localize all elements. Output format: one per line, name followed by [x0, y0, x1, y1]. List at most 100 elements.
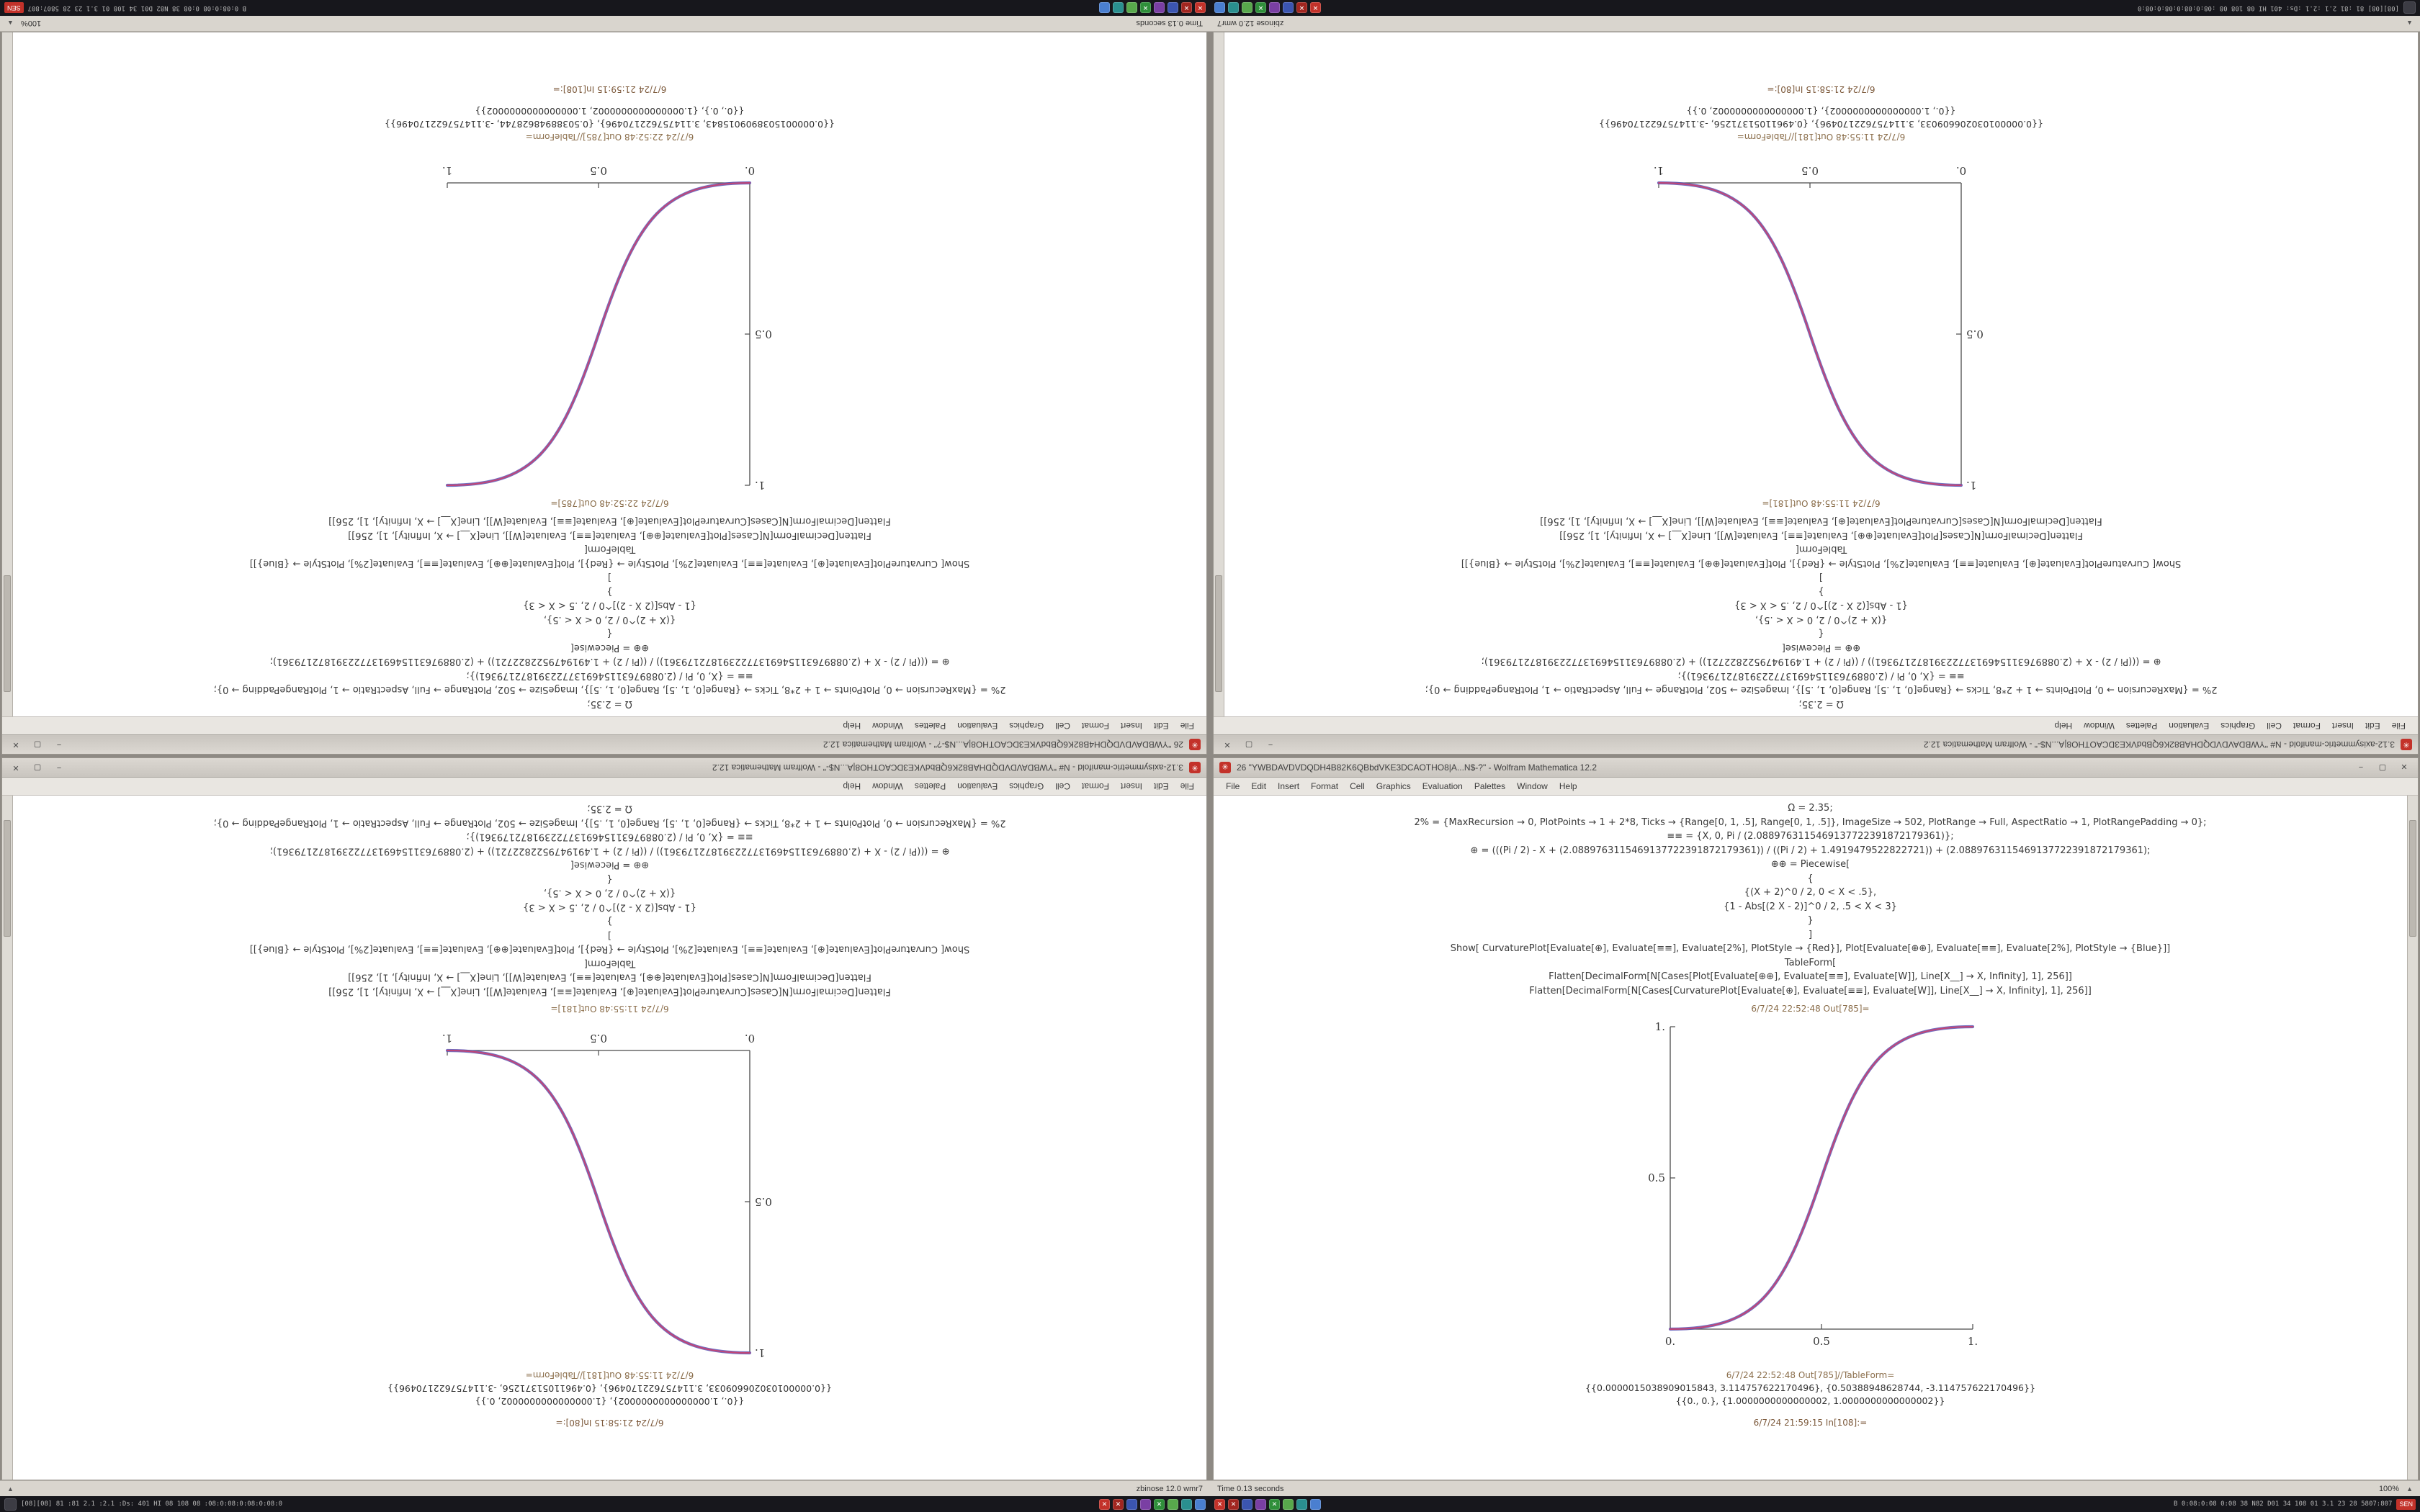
scrollbar[interactable] [2, 32, 13, 716]
taskbar-icon-blue[interactable] [1126, 1498, 1137, 1510]
code-line[interactable]: ⊕ = (((Pi / 2) - X + (2.0889763115469137… [1470, 845, 2151, 856]
taskbar-icon-teal[interactable] [1181, 1498, 1192, 1510]
taskbar-icon-darkred[interactable]: ✕ [1296, 2, 1307, 14]
scrollbar[interactable] [1214, 32, 1224, 716]
menu-item[interactable]: File [2391, 721, 2406, 731]
code-line[interactable]: Flatten[DecimalForm[N[Cases[CurvaturePlo… [328, 516, 891, 527]
menu-item[interactable]: Help [843, 781, 861, 791]
mathematica-window-right[interactable]: ✳ 26 "YWBDAVDVDQDH4B82K6QBbdVKE3DCAOTHO8… [1213, 757, 2419, 1480]
menu-item[interactable]: File [1180, 781, 1194, 791]
menu-item[interactable]: Evaluation [1422, 781, 1463, 791]
window-titlebar[interactable]: ✳ 3.12-axisymmetric-manifold - N# "YWBDA… [2, 758, 1206, 778]
taskbar-icon-purple[interactable] [1255, 1498, 1266, 1510]
expand-triangle-icon[interactable]: ▲ [2406, 1485, 2413, 1493]
expand-triangle-icon[interactable]: ▲ [2406, 19, 2413, 27]
taskbar-icon-red[interactable]: ✕ [1195, 2, 1206, 14]
menu-item[interactable]: Cell [1350, 781, 1365, 791]
code-line[interactable]: Flatten[DecimalForm[N[Cases[Plot[Evaluat… [348, 530, 871, 541]
menu-item[interactable]: Edit [1153, 781, 1169, 791]
menu-item[interactable]: Palettes [914, 781, 946, 791]
taskbar-icon-teal[interactable] [1296, 1498, 1307, 1510]
taskbar-icon-red[interactable]: ✕ [1310, 2, 1321, 14]
code-line[interactable]: Flatten[DecimalForm[N[Cases[Plot[Evaluat… [1559, 530, 2083, 541]
scrollbar-thumb[interactable] [1215, 575, 1222, 692]
window-titlebar[interactable]: ✳ 26 "YWBDAVDVDQDH4B82K6QBbdVKE3DCAOTHO8… [1214, 758, 2418, 778]
menu-item[interactable]: Palettes [2125, 721, 2158, 731]
code-line[interactable]: 2% = {MaxRecursion → 0, PlotPoints → 1 +… [1414, 816, 2207, 828]
code-line[interactable]: } [1807, 915, 1814, 926]
menu-item[interactable]: Palettes [914, 721, 946, 731]
code-line[interactable]: 2% = {MaxRecursion → 0, PlotPoints → 1 +… [213, 817, 1006, 828]
code-line[interactable]: {(X + 2)^0 / 2, 0 < X < .5}, [1744, 887, 1877, 898]
code-line[interactable]: Ω = 2.35; [1788, 803, 1833, 814]
maximize-button[interactable]: ▢ [33, 763, 42, 772]
code-line[interactable]: Ω = 2.35; [587, 803, 632, 814]
code-line[interactable]: {1 - Abs[(2 X - 2)]^0 / 2, .5 < X < 3} [523, 600, 696, 611]
taskbar-icon-lightgreen[interactable] [1126, 2, 1137, 14]
code-line[interactable]: ≡≡ = {X, 0, Pi / (2.08897631154691377223… [1677, 670, 1965, 681]
code-line[interactable]: { [1807, 873, 1814, 884]
taskbar-icon-darkred[interactable]: ✕ [1181, 2, 1192, 14]
scrollbar[interactable] [2, 796, 13, 1480]
code-line[interactable]: ≡≡ = {X, 0, Pi / (2.08897631154691377223… [1667, 831, 1954, 842]
menu-item[interactable]: Evaluation [957, 781, 998, 791]
taskbar-icon-red[interactable]: ✕ [1099, 1498, 1110, 1510]
expand-triangle-icon[interactable]: ▲ [7, 1485, 14, 1493]
code-line[interactable]: {1 - Abs[(2 X - 2)]^0 / 2, .5 < X < 3} [1734, 600, 1908, 611]
taskbar-icon-teal[interactable] [1228, 2, 1239, 14]
taskbar-icon-purple[interactable] [1154, 2, 1165, 14]
menu-item[interactable]: Insert [2331, 721, 2354, 731]
zoom-level[interactable]: 100% [2378, 1484, 2400, 1493]
taskbar-icon-lightblue[interactable] [1099, 2, 1110, 14]
menu-item[interactable]: Graphics [1376, 781, 1411, 791]
code-line[interactable]: Flatten[DecimalForm[N[Cases[CurvaturePlo… [1540, 516, 2102, 527]
code-line[interactable]: 2% = {MaxRecursion → 0, PlotPoints → 1 +… [213, 684, 1006, 696]
code-line[interactable]: Show[ CurvaturePlot[Evaluate[⊕], Evaluat… [1461, 558, 2182, 569]
maximize-button[interactable]: ▢ [1245, 740, 1253, 749]
code-line[interactable]: ≡≡ = {X, 0, Pi / (2.08897631154691377223… [466, 670, 753, 681]
menu-item[interactable]: Graphics [1009, 721, 1044, 731]
code-line[interactable]: TableForm[ [583, 544, 636, 555]
code-line[interactable]: {1 - Abs[(2 X - 2)]^0 / 2, .5 < X < 3} [523, 901, 696, 912]
taskbar-icon-lightgreen[interactable] [1168, 1498, 1178, 1510]
taskbar-icon-lightgreen[interactable] [1283, 1498, 1294, 1510]
menu-item[interactable]: Window [872, 721, 903, 731]
taskbar-icon-purple[interactable] [1140, 1498, 1151, 1510]
scrollbar-thumb[interactable] [4, 820, 11, 937]
code-line[interactable]: Show[ CurvaturePlot[Evaluate[⊕], Evaluat… [1450, 943, 2171, 954]
menu-item[interactable]: Cell [1055, 781, 1070, 791]
launcher-icon[interactable] [2403, 1, 2416, 14]
code-line[interactable]: {1 - Abs[(2 X - 2)]^0 / 2, .5 < X < 3} [1724, 901, 1897, 912]
code-line[interactable]: { [606, 628, 613, 639]
menu-item[interactable]: Cell [1055, 721, 1070, 731]
taskbar-icon-lightblue[interactable] [1214, 2, 1225, 14]
zoom-level[interactable]: 100% [20, 19, 42, 28]
menu-item[interactable]: Graphics [2220, 721, 2256, 731]
menu-item[interactable]: Edit [1153, 721, 1169, 731]
code-line[interactable]: {(X + 2)^0 / 2, 0 < X < .5}, [543, 614, 676, 625]
code-line[interactable]: Flatten[DecimalForm[N[Cases[CurvaturePlo… [328, 986, 891, 996]
window-titlebar[interactable]: ✳ 26 "YWBDAVDVDQDH4B82K6QBbdVKE3DCAOTHO8… [2, 734, 1206, 754]
code-line[interactable]: TableForm[ [1784, 957, 1837, 968]
menu-item[interactable]: Format [1081, 781, 1109, 791]
taskbar-icon-red[interactable]: ✕ [1214, 1498, 1225, 1510]
mathematica-window-left[interactable]: ✳ 3.12-axisymmetric-manifold - N# "YWBDA… [1213, 32, 2419, 755]
menu-item[interactable]: Insert [1120, 721, 1142, 731]
menu-item[interactable]: Graphics [1009, 781, 1044, 791]
code-line[interactable]: ⊕⊕ = Piecewise[ [1770, 859, 1850, 870]
notebook-content[interactable]: Ω = 2.35; 2% = {MaxRecursion → 0, PlotPoi… [13, 32, 1206, 716]
code-line[interactable]: { [1818, 628, 1824, 639]
menu-item[interactable]: Help [843, 721, 861, 731]
notebook-content[interactable]: Ω = 2.35; 2% = {MaxRecursion → 0, PlotPoi… [1224, 32, 2418, 716]
menu-item[interactable]: Edit [2365, 721, 2380, 731]
menu-item[interactable]: Window [1517, 781, 1548, 791]
taskbar-icon-lightblue[interactable] [1195, 1498, 1206, 1510]
code-line[interactable]: ⊕⊕ = Piecewise[ [570, 642, 650, 653]
code-line[interactable]: ⊕ = (((Pi / 2) - X + (2.0889763115469137… [1481, 656, 2161, 667]
taskbar-icon-purple[interactable] [1269, 2, 1280, 14]
code-line[interactable]: ⊕⊕ = Piecewise[ [570, 859, 650, 870]
taskbar-icon-darkred[interactable]: ✕ [1228, 1498, 1239, 1510]
minimize-button[interactable]: − [56, 763, 62, 772]
red-logo-badge[interactable]: SEN [2396, 1498, 2416, 1510]
close-button[interactable]: ✕ [1224, 740, 1231, 749]
